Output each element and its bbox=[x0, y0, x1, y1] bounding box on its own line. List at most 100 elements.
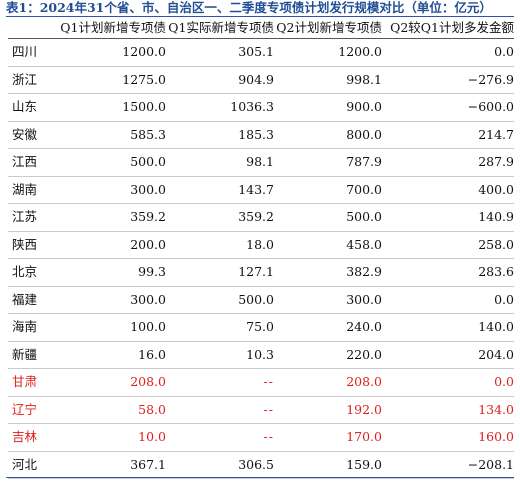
q1-actual-cell: -- bbox=[263, 401, 274, 417]
q2-plan-cell: 1200.0 bbox=[338, 44, 382, 59]
q2-plan-cell: 300.0 bbox=[346, 291, 382, 307]
table-row: 四川 1200.0 305.1 1200.0 0.0 bbox=[8, 38, 514, 67]
header-province bbox=[8, 18, 60, 39]
province-cell: 新疆 bbox=[12, 346, 38, 362]
bottom-rule bbox=[6, 477, 514, 478]
diff-cell: 400.0 bbox=[478, 181, 514, 197]
q1-plan-cell: 58.0 bbox=[138, 401, 166, 417]
diff-cell: −276.9 bbox=[467, 71, 514, 87]
table-row: 河北 367.1 306.5 159.0 −208.1 bbox=[8, 451, 514, 479]
diff-cell: 0.0 bbox=[494, 291, 514, 307]
diff-cell: 287.9 bbox=[478, 154, 514, 169]
diff-cell: 134.0 bbox=[478, 401, 514, 417]
province-cell: 浙江 bbox=[12, 71, 38, 87]
table-row: 山东 1500.0 1036.3 900.0 −600.0 bbox=[8, 93, 514, 122]
q1-plan-cell: 16.0 bbox=[138, 346, 166, 362]
table-title: 表1：2024年31个省、市、自治区一、二季度专项债计划发行规模对比（单位：亿元… bbox=[6, 0, 492, 15]
q1-actual-cell: 10.3 bbox=[246, 346, 274, 362]
q1-actual-cell: 306.5 bbox=[238, 456, 274, 472]
diff-cell: 160.0 bbox=[478, 429, 514, 444]
table-row: 安徽 585.3 185.3 800.0 214.7 bbox=[8, 121, 514, 149]
q1-actual-cell: -- bbox=[263, 429, 274, 444]
table-body: 四川 1200.0 305.1 1200.0 0.0 浙江 1275.0 904.9 998.1… bbox=[8, 38, 514, 484]
diff-cell: 258.0 bbox=[478, 236, 514, 252]
q1-actual-cell: -- bbox=[166, 479, 274, 484]
q1-actual-cell: -- bbox=[263, 374, 274, 389]
q2-plan-cell: 170.0 bbox=[346, 429, 382, 444]
q1-actual-cell: 143.7 bbox=[238, 181, 274, 197]
q2-plan-cell: 500.0 bbox=[346, 209, 382, 224]
table-row: 福建 300.0 500.0 300.0 0.0 bbox=[8, 286, 514, 314]
province-cell: 贵州 bbox=[8, 479, 60, 484]
q1-plan-cell: 124.1 bbox=[60, 479, 166, 484]
province-cell: 辽宁 bbox=[12, 401, 38, 417]
q2-plan-cell: 998.1 bbox=[346, 71, 382, 87]
q2-plan-cell: 382.9 bbox=[346, 264, 382, 279]
q2-plan-cell: 145.0 bbox=[274, 479, 382, 484]
header-q2-plan: Q2计划新增专项债 bbox=[276, 20, 382, 35]
diff-cell: 283.6 bbox=[478, 264, 514, 279]
top-rule bbox=[6, 16, 514, 17]
diff-cell: −600.0 bbox=[467, 99, 514, 114]
table-row: 新疆 16.0 10.3 220.0 204.0 bbox=[8, 341, 514, 369]
q2-plan-cell: 700.0 bbox=[346, 181, 382, 197]
bond-issuance-table: Q1计划新增专项债 Q1实际新增专项债 Q2计划新增专项债 Q2较Q1计划多发金… bbox=[8, 18, 514, 484]
q1-plan-cell: 100.0 bbox=[130, 319, 166, 334]
q1-actual-cell: 904.9 bbox=[238, 71, 274, 87]
province-cell: 山东 bbox=[12, 99, 38, 114]
q2-plan-cell: 800.0 bbox=[346, 126, 382, 142]
table-row: 湖南 300.0 143.7 700.0 400.0 bbox=[8, 176, 514, 204]
q2-plan-cell: 787.9 bbox=[346, 154, 382, 169]
province-cell: 湖南 bbox=[12, 181, 38, 197]
q1-actual-cell: 18.0 bbox=[246, 236, 274, 252]
q1-plan-cell: 10.0 bbox=[138, 429, 166, 444]
diff-cell: 0.0 bbox=[494, 44, 514, 59]
province-cell: 陕西 bbox=[12, 236, 38, 252]
diff-cell: −208.1 bbox=[467, 456, 514, 472]
q1-plan-cell: 1275.0 bbox=[122, 71, 166, 87]
header-q1-plan: Q1计划新增专项债 bbox=[60, 20, 166, 35]
q1-plan-cell: 359.2 bbox=[130, 209, 166, 224]
table-row: 浙江 1275.0 904.9 998.1 −276.9 bbox=[8, 66, 514, 94]
province-cell: 江苏 bbox=[12, 209, 38, 224]
q1-actual-cell: 500.0 bbox=[238, 291, 274, 307]
q1-plan-cell: 1500.0 bbox=[122, 99, 166, 114]
q2-plan-cell: 208.0 bbox=[346, 374, 382, 389]
province-cell: 安徽 bbox=[12, 126, 38, 142]
q1-plan-cell: 99.3 bbox=[138, 264, 166, 279]
province-cell: 北京 bbox=[12, 264, 38, 279]
q2-plan-cell: 192.0 bbox=[346, 401, 382, 417]
table-row: 贵州124.1--145.020.9 bbox=[8, 478, 514, 484]
q1-plan-cell: 200.0 bbox=[130, 236, 166, 252]
diff-cell: 204.0 bbox=[478, 346, 514, 362]
q1-plan-cell: 208.0 bbox=[130, 374, 166, 389]
q1-actual-cell: 127.1 bbox=[238, 264, 274, 279]
table-row: 海南 100.0 75.0 240.0 140.0 bbox=[8, 313, 514, 342]
diff-cell: 0.0 bbox=[494, 374, 514, 389]
q2-plan-cell: 900.0 bbox=[346, 99, 382, 114]
province-cell: 吉林 bbox=[12, 429, 38, 444]
q2-plan-cell: 159.0 bbox=[346, 456, 382, 472]
diff-cell: 214.7 bbox=[478, 126, 514, 142]
table-row: 甘肃 208.0 -- 208.0 0.0 bbox=[8, 368, 514, 397]
q1-plan-cell: 1200.0 bbox=[122, 44, 166, 59]
province-cell: 福建 bbox=[12, 291, 38, 307]
q1-actual-cell: 185.3 bbox=[238, 126, 274, 142]
q1-actual-cell: 98.1 bbox=[246, 154, 274, 169]
table-row: 北京 99.3 127.1 382.9 283.6 bbox=[8, 258, 514, 287]
province-cell: 四川 bbox=[12, 44, 38, 59]
province-cell: 河北 bbox=[12, 456, 38, 472]
table-row: 吉林 10.0 -- 170.0 160.0 bbox=[8, 423, 514, 452]
diff-cell: 140.9 bbox=[478, 209, 514, 224]
q1-plan-cell: 585.3 bbox=[130, 126, 166, 142]
header-q1-actual: Q1实际新增专项债 bbox=[168, 20, 274, 35]
header-diff: Q2较Q1计划多发金额 bbox=[390, 20, 514, 35]
province-cell: 甘肃 bbox=[12, 374, 38, 389]
province-cell: 海南 bbox=[12, 319, 38, 334]
q1-plan-cell: 367.1 bbox=[130, 456, 166, 472]
q1-plan-cell: 300.0 bbox=[130, 291, 166, 307]
diff-cell: 20.9 bbox=[382, 479, 514, 484]
q1-actual-cell: 1036.3 bbox=[230, 99, 274, 114]
header-row: Q1计划新增专项债 Q1实际新增专项债 Q2计划新增专项债 Q2较Q1计划多发金… bbox=[8, 18, 514, 39]
q2-plan-cell: 458.0 bbox=[346, 236, 382, 252]
